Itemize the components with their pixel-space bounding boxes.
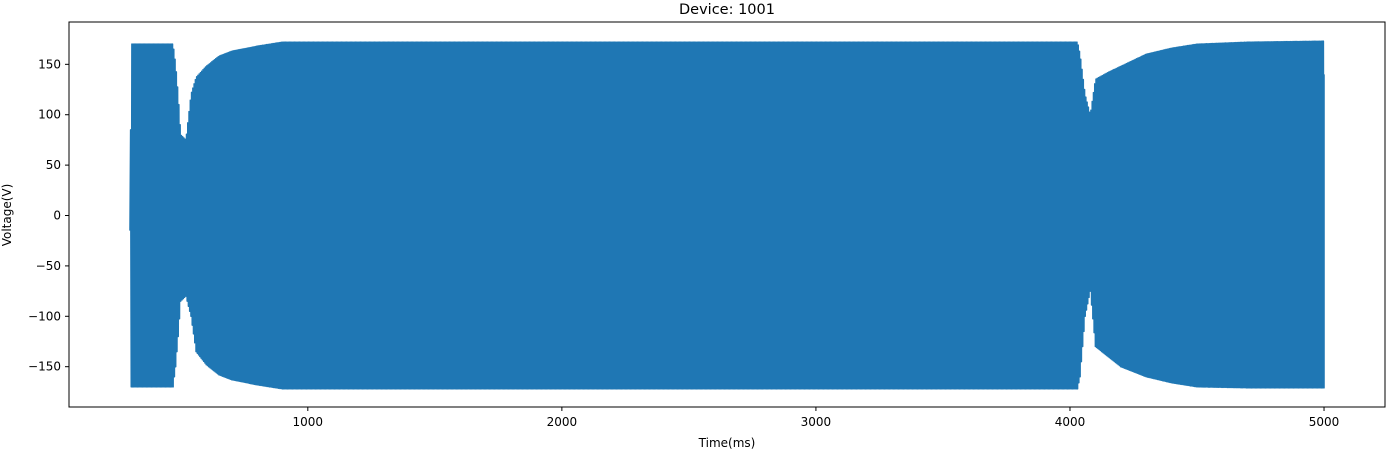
y-axis-ticks: −150 −100 −50 0 50 100 150: [28, 57, 69, 374]
x-axis-label: Time(ms): [698, 436, 756, 450]
y-tick-label: 100: [38, 108, 61, 122]
y-axis-label: Voltage(V): [0, 184, 14, 247]
x-axis-ticks: 1000 2000 3000 4000 5000: [293, 407, 1340, 429]
x-tick-label: 2000: [547, 415, 578, 429]
y-tick-label: 0: [53, 209, 61, 223]
series-layer: [129, 40, 1325, 390]
x-tick-label: 4000: [1055, 415, 1086, 429]
y-tick-label: 150: [38, 57, 61, 71]
y-tick-label: −50: [36, 259, 61, 273]
x-tick-label: 1000: [293, 415, 324, 429]
series-line-0: [129, 40, 1325, 390]
x-tick-label: 5000: [1309, 415, 1340, 429]
y-tick-label: −100: [28, 309, 61, 323]
y-tick-label: −150: [28, 360, 61, 374]
x-tick-label: 3000: [801, 415, 832, 429]
y-tick-label: 50: [46, 158, 61, 172]
plot-frame: [68, 21, 1386, 408]
chart-title: Device: 1001: [679, 2, 775, 18]
